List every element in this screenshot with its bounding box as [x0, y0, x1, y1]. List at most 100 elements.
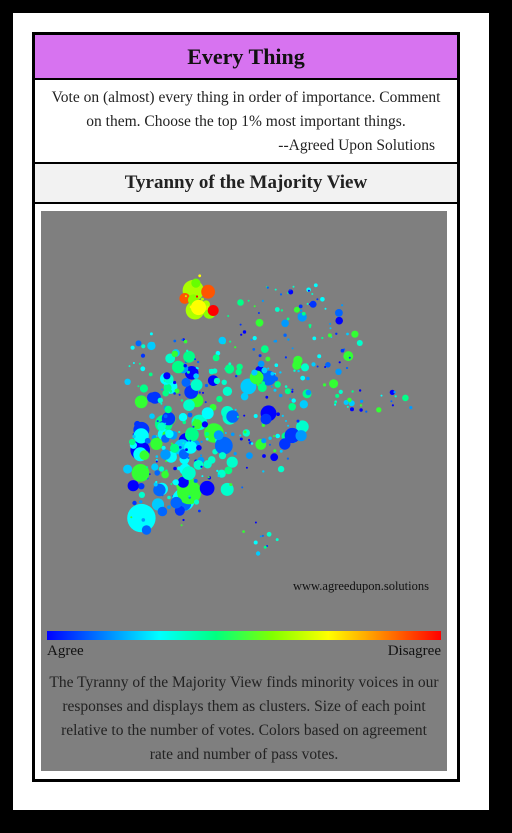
cluster-point	[201, 475, 204, 478]
cluster-point	[239, 434, 242, 437]
cluster-point	[156, 420, 159, 423]
cluster-point	[163, 414, 168, 419]
cluster-point	[257, 360, 265, 368]
cluster-point	[216, 395, 223, 403]
cluster-point	[250, 442, 254, 445]
cluster-point	[360, 399, 364, 403]
cluster-point	[291, 398, 296, 403]
cluster-point	[189, 439, 192, 442]
cluster-point	[183, 339, 188, 344]
cluster-point	[329, 327, 332, 330]
cluster-point	[240, 392, 249, 401]
cluster-point	[165, 460, 168, 463]
cluster-point	[186, 370, 190, 374]
cluster-point	[273, 340, 276, 343]
cluster-point	[234, 408, 237, 411]
cluster-point	[198, 274, 202, 278]
cluster-point	[194, 358, 197, 361]
cluster-point	[324, 366, 327, 368]
cluster-point	[201, 421, 208, 428]
cluster-point	[221, 448, 224, 451]
cluster-point	[285, 420, 287, 422]
cluster-point	[170, 483, 173, 485]
cluster-point	[235, 375, 238, 378]
cluster-point	[335, 316, 344, 325]
cluster-point	[297, 369, 300, 373]
view-panel: www.agreedupon.solutions Agree Disagree …	[41, 211, 447, 771]
view-caption: The Tyranny of the Majority View finds m…	[49, 674, 439, 763]
cluster-point	[155, 459, 158, 462]
cluster-point	[329, 379, 339, 389]
cluster-point	[296, 420, 309, 433]
cluster-point	[139, 450, 150, 461]
cluster-point	[261, 367, 268, 374]
cluster-point	[253, 540, 258, 545]
cluster-point	[217, 474, 221, 478]
cluster-point	[347, 397, 352, 403]
cluster-point	[145, 466, 148, 469]
cluster-point	[199, 289, 202, 292]
cluster-point	[262, 454, 266, 458]
thing-card: Every Thing Vote on (almost) every thing…	[32, 32, 460, 782]
cluster-point	[345, 366, 349, 370]
cluster-point	[139, 384, 148, 393]
cluster-point	[312, 336, 317, 341]
cluster-point	[218, 336, 227, 345]
cluster-point	[334, 403, 337, 406]
cluster-point	[227, 315, 230, 317]
cluster-point	[199, 480, 215, 496]
cluster-point	[161, 388, 164, 391]
cluster-point	[230, 432, 235, 437]
cluster-point	[127, 480, 139, 492]
cluster-point	[273, 435, 275, 437]
cluster-point	[129, 438, 136, 446]
cluster-point	[243, 414, 246, 417]
card-header: Every Thing	[35, 35, 457, 80]
cluster-point	[300, 309, 303, 312]
cluster-point	[309, 300, 317, 308]
cluster-point	[148, 372, 153, 377]
cluster-point	[182, 518, 185, 522]
cluster-point	[291, 390, 294, 393]
cluster-point	[169, 389, 173, 393]
cluster-point	[164, 422, 167, 425]
cluster-point	[402, 394, 409, 402]
cluster-point	[281, 414, 284, 417]
cluster-point	[190, 379, 203, 391]
cluster-point	[183, 350, 196, 363]
cluster-point	[185, 427, 197, 439]
cluster-point	[188, 495, 191, 498]
cluster-point	[266, 286, 269, 289]
cluster-point	[195, 295, 199, 298]
cluster-point	[149, 413, 155, 419]
cluster-point	[298, 304, 303, 309]
cluster-point	[329, 322, 332, 325]
cluster-point	[279, 371, 282, 374]
cluster-point	[224, 466, 233, 475]
cluster-point	[340, 348, 345, 353]
cluster-point	[161, 470, 169, 479]
cluster-point	[283, 333, 287, 337]
cluster-point	[343, 351, 354, 362]
cluster-point	[157, 397, 163, 403]
view-title: Tyranny of the Majority View	[124, 172, 368, 193]
cluster-point	[268, 436, 272, 440]
cluster-point	[269, 443, 271, 446]
cluster-point	[137, 385, 140, 388]
cluster-point	[193, 373, 199, 379]
scale-label-agree: Agree	[47, 643, 84, 659]
cluster-point	[261, 438, 267, 444]
cluster-point	[215, 350, 221, 356]
cluster-point	[229, 340, 232, 343]
cluster-point	[307, 289, 310, 292]
cluster-point	[260, 413, 272, 425]
cluster-point	[259, 535, 262, 538]
cluster-point	[338, 361, 341, 364]
cluster-point	[167, 495, 171, 500]
cluster-point	[284, 385, 288, 388]
cluster-point	[288, 403, 296, 411]
cluster-point	[134, 420, 141, 428]
cluster-point	[193, 460, 204, 470]
cluster-point	[185, 448, 188, 452]
cluster-point	[288, 289, 291, 292]
